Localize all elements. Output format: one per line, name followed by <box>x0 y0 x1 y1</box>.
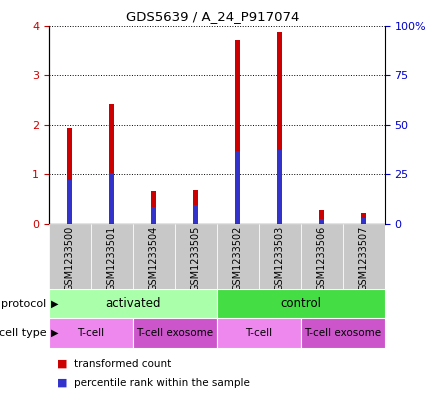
Text: GSM1233507: GSM1233507 <box>359 226 368 291</box>
Text: percentile rank within the sample: percentile rank within the sample <box>74 378 250 388</box>
Bar <box>235 151 240 224</box>
Bar <box>49 289 217 318</box>
Bar <box>133 224 175 289</box>
Text: GSM1233500: GSM1233500 <box>65 226 75 291</box>
Bar <box>175 224 217 289</box>
Bar <box>49 318 133 348</box>
Text: GSM1233503: GSM1233503 <box>275 226 285 291</box>
Bar <box>49 224 91 289</box>
Text: GSM1233505: GSM1233505 <box>191 226 201 291</box>
Text: ■: ■ <box>57 359 68 369</box>
Bar <box>277 150 282 224</box>
Text: T-cell exosome: T-cell exosome <box>304 328 381 338</box>
Bar <box>319 210 324 224</box>
Bar <box>109 173 114 224</box>
Text: GSM1233504: GSM1233504 <box>149 226 159 291</box>
Bar <box>91 224 133 289</box>
Bar <box>67 180 72 224</box>
Text: ▶: ▶ <box>51 299 59 309</box>
Text: T-cell exosome: T-cell exosome <box>136 328 213 338</box>
Text: control: control <box>280 297 321 310</box>
Text: protocol: protocol <box>2 299 47 309</box>
Text: T-cell: T-cell <box>77 328 105 338</box>
Text: ▶: ▶ <box>51 328 59 338</box>
Text: transformed count: transformed count <box>74 359 172 369</box>
Text: GDS5639 / A_24_P917074: GDS5639 / A_24_P917074 <box>126 10 299 23</box>
Text: T-cell: T-cell <box>245 328 272 338</box>
Bar <box>217 318 300 348</box>
Bar <box>319 219 324 224</box>
Bar <box>361 213 366 224</box>
Bar <box>343 224 385 289</box>
Bar <box>151 207 156 224</box>
Bar <box>300 224 343 289</box>
Bar <box>193 205 198 224</box>
Bar <box>259 224 300 289</box>
Bar <box>67 128 72 224</box>
Bar <box>217 224 259 289</box>
Bar <box>361 218 366 224</box>
Bar <box>151 191 156 224</box>
Text: GSM1233502: GSM1233502 <box>233 226 243 291</box>
Bar <box>277 32 282 224</box>
Text: activated: activated <box>105 297 161 310</box>
Bar <box>193 190 198 224</box>
Bar <box>133 318 217 348</box>
Text: cell type: cell type <box>0 328 47 338</box>
Bar <box>217 289 385 318</box>
Text: GSM1233501: GSM1233501 <box>107 226 117 291</box>
Bar <box>235 40 240 224</box>
Bar <box>109 104 114 224</box>
Text: GSM1233506: GSM1233506 <box>317 226 327 291</box>
Bar <box>300 318 385 348</box>
Text: ■: ■ <box>57 378 68 388</box>
